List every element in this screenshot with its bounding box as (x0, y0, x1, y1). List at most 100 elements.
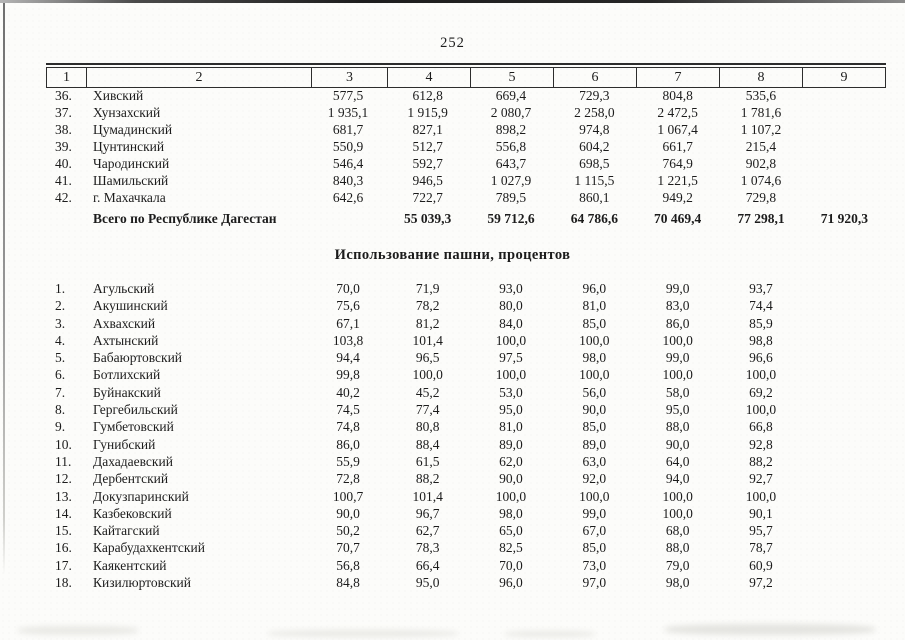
district-name: Цунтинский (93, 139, 165, 154)
value-cell: 604,2 (579, 139, 610, 154)
value-cell: 96,6 (749, 350, 773, 366)
value-cell: 1 915,9 (407, 105, 448, 120)
value-cell: 100,0 (662, 488, 693, 504)
value-cell: 100,0 (662, 332, 693, 348)
value-cell: 85,9 (749, 315, 773, 331)
value-cell: 90,0 (665, 436, 690, 452)
value-cell: 78,7 (749, 540, 773, 556)
value-cell: 73,0 (582, 557, 607, 573)
value-cell: 55,9 (336, 453, 360, 469)
value-cell: 100,0 (745, 367, 777, 383)
value-cell: 92,8 (749, 436, 773, 452)
value-cell: 669,4 (495, 88, 527, 103)
value-cell: 65,0 (499, 523, 523, 539)
value-cell: 949,2 (662, 190, 693, 205)
value-cell: 612,8 (412, 88, 443, 103)
value-cell: 94,0 (665, 471, 690, 487)
row-number: 14. (55, 505, 72, 521)
value-cell: 71,9 (415, 281, 440, 296)
value-cell: 50,2 (336, 523, 360, 539)
total-value-cell: 64 786,6 (570, 210, 618, 226)
value-cell: 72,8 (336, 471, 360, 487)
table-row: 1. Агульский 70,0 71,9 93,0 96,0 99,0 93,7 (46, 280, 886, 297)
value-cell: 698,5 (579, 156, 610, 171)
value-cell: 100,0 (412, 367, 443, 383)
value-cell: 95,0 (499, 402, 523, 418)
value-cell: 80,8 (415, 419, 440, 435)
total-value-cell: 71 920,3 (820, 210, 868, 226)
value-cell: 97,0 (582, 575, 607, 591)
value-cell: 80,0 (499, 298, 523, 314)
value-cell: 88,2 (415, 471, 440, 487)
value-cell: 98,8 (749, 332, 773, 348)
row-number: 42. (55, 190, 72, 205)
header-cell: 5 (470, 68, 553, 87)
value-cell: 97,5 (499, 350, 523, 366)
lower-table-rows: 1. Агульский 70,0 71,9 93,0 96,0 99,0 93,7 2. Аку… (46, 280, 886, 591)
value-cell: 67,0 (582, 523, 607, 539)
value-cell: 88,2 (749, 453, 773, 469)
district-name: Дербентский (93, 471, 169, 487)
value-cell: 89,0 (499, 436, 523, 452)
district-name: Ахвахский (93, 315, 156, 331)
table-row: 18. Кизилюртовский 84,8 95,0 96,0 97,0 98,0 97,… (46, 574, 886, 591)
row-number: 11. (55, 453, 72, 469)
value-cell: 99,0 (665, 350, 690, 366)
value-cell: 1 115,5 (574, 173, 615, 188)
value-cell: 2 258,0 (574, 105, 615, 120)
scan-noise-bottom (665, 624, 875, 635)
table-row: 11. Дахадаевский 55,9 61,5 62,0 63,0 64,0 88,2 (46, 453, 886, 470)
value-cell: 902,8 (745, 156, 777, 171)
value-cell: 78,3 (415, 540, 440, 556)
table-row: 7. Буйнакский 40,2 45,2 53,0 56,0 58,0 69,2 (46, 384, 886, 401)
value-cell: 66,8 (749, 419, 773, 435)
row-number (46, 210, 85, 227)
value-cell: 974,8 (579, 122, 610, 137)
value-cell: 84,8 (336, 575, 360, 591)
row-number: 36. (55, 88, 72, 103)
value-cell: 99,0 (665, 281, 690, 296)
row-number: 37. (55, 105, 72, 120)
value-cell: 67,1 (336, 315, 360, 331)
table-row: 13. Докузпаринский 100,7 101,4 100,0 100,0 100… (46, 488, 886, 505)
value-cell: 62,0 (499, 453, 523, 469)
district-name: Карабудахкентский (93, 540, 205, 556)
value-cell: 88,0 (665, 540, 690, 556)
header-cell: 8 (719, 68, 802, 87)
value-cell: 556,8 (495, 139, 527, 154)
scan-edge-left (3, 3, 5, 575)
value-cell: 77,4 (415, 402, 440, 418)
district-name: Докузпаринский (93, 488, 189, 504)
table-row: 6. Ботлихский 99,8 100,0 100,0 100,0 100,0 100,… (46, 366, 886, 383)
table-row: 15. Кайтагский 50,2 62,7 65,0 67,0 68,0 95,7 (46, 522, 886, 539)
scan-noise-bottom (505, 631, 595, 637)
value-cell: 98,0 (582, 350, 607, 366)
value-cell: 93,0 (499, 281, 523, 296)
row-number: 38. (55, 122, 72, 137)
value-cell: 764,9 (662, 156, 693, 171)
value-cell: 577,5 (332, 88, 364, 103)
value-cell: 90,0 (582, 402, 607, 418)
value-cell: 642,6 (332, 190, 364, 205)
value-cell: 70,0 (336, 281, 360, 296)
row-number: 3. (55, 315, 66, 331)
district-name: Агульский (93, 281, 155, 296)
table-row: 17. Каякентский 56,8 66,4 70,0 73,0 79,0 60,9 (46, 557, 886, 574)
value-cell: 85,0 (582, 419, 607, 435)
value-cell: 94,4 (336, 350, 360, 366)
value-cell: 98,0 (499, 505, 523, 521)
value-cell: 100,0 (745, 488, 777, 504)
value-cell: 860,1 (579, 190, 610, 205)
value-cell: 45,2 (415, 384, 440, 400)
value-cell: 898,2 (495, 122, 527, 137)
district-name: Цумадинский (93, 122, 173, 137)
header-cell: 2 (86, 68, 311, 87)
value-cell: 69,2 (749, 384, 773, 400)
value-cell: 535,6 (745, 88, 777, 103)
table-row: 40. Чародинский 546,4 592,7 643,7 698,5 764,9 9… (46, 155, 886, 172)
value-cell: 722,7 (412, 190, 443, 205)
header-cell: 3 (311, 68, 387, 87)
value-cell: 789,5 (495, 190, 527, 205)
value-cell: 88,0 (665, 419, 690, 435)
